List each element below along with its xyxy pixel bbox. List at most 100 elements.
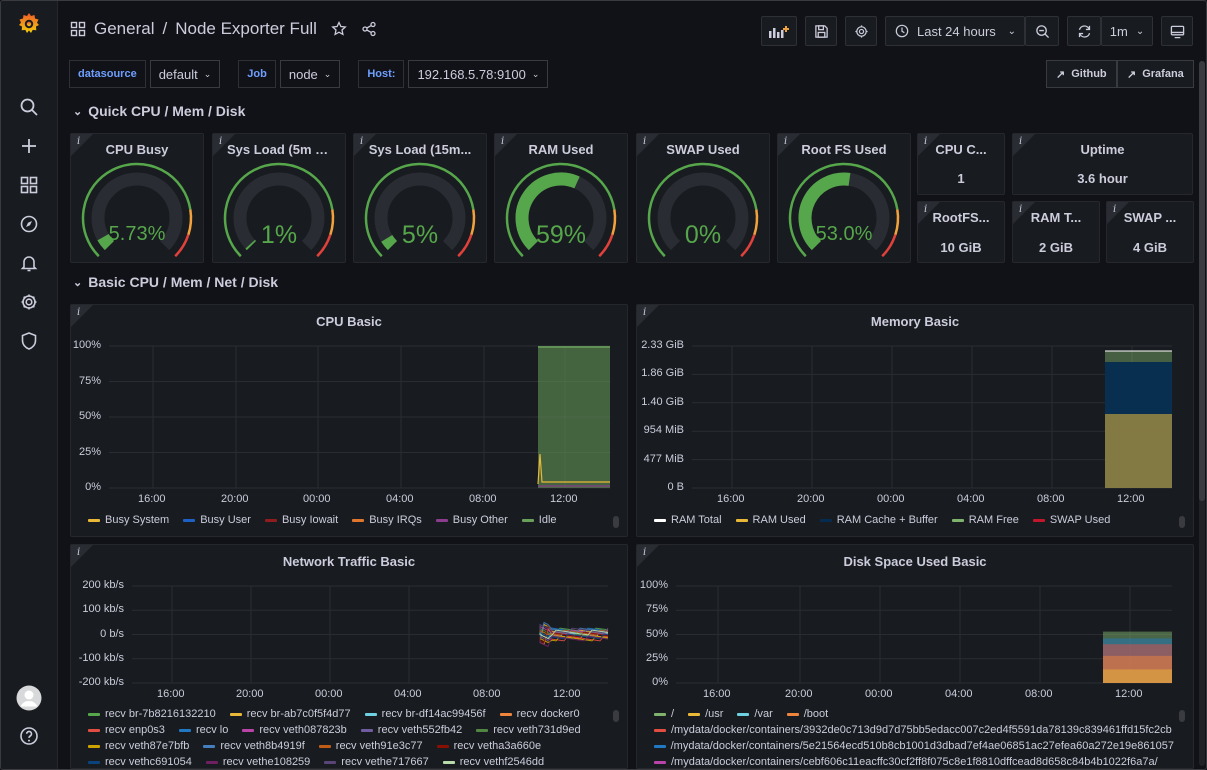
info-icon[interactable]: i (495, 134, 517, 156)
legend-item[interactable]: Busy Other (435, 514, 508, 526)
legend-item[interactable]: recv veth087823b (242, 724, 347, 736)
legend-item[interactable]: Busy Iowait (264, 514, 338, 526)
legend-item[interactable]: RAM Used (735, 514, 806, 526)
explore-compass-icon[interactable] (17, 212, 41, 236)
legend-item[interactable]: /mydata/docker/containers/cebf606c11eacf… (654, 756, 1174, 768)
legend-item[interactable]: Idle (521, 514, 557, 526)
graph-panel-network-traffic-basic[interactable]: i Network Traffic Basic 200 kb/s 100 kb/s 0 … (70, 544, 628, 769)
info-icon[interactable]: i (71, 545, 93, 567)
legend-item[interactable]: recv br-ab7c0f5f4d77 (229, 708, 351, 720)
legend-item[interactable]: / (654, 708, 674, 720)
refresh-interval-picker[interactable]: 1m ⌄ (1101, 16, 1153, 46)
legend-item[interactable]: SWAP Used (1032, 514, 1110, 526)
legend-scrollbar[interactable] (1179, 710, 1185, 722)
info-icon[interactable]: i (637, 545, 659, 567)
info-icon[interactable]: i (1013, 134, 1035, 156)
gauge-panel-2[interactable]: i Sys Load (5m a... 1% (212, 133, 346, 263)
user-avatar[interactable] (16, 685, 42, 711)
add-panel-button[interactable] (761, 16, 797, 46)
legend-item[interactable]: recv vethf2546dd (442, 756, 544, 768)
legend-item[interactable]: /boot (786, 708, 828, 720)
info-icon[interactable]: i (1107, 202, 1129, 224)
info-icon[interactable]: i (1013, 202, 1035, 224)
legend-item[interactable]: /mydata/docker/containers/3932de0c713d9d… (654, 724, 1174, 736)
row-quick-cpu-mem-disk[interactable]: ⌄ Quick CPU / Mem / Disk (73, 103, 245, 119)
info-icon[interactable]: i (637, 134, 659, 156)
gauge-panel-5[interactable]: i SWAP Used 0% (636, 133, 770, 263)
row-basic-cpu-mem-net-disk[interactable]: ⌄ Basic CPU / Mem / Net / Disk (73, 274, 278, 290)
dashboard-settings-gear-icon[interactable] (845, 16, 877, 46)
info-icon[interactable]: i (71, 134, 93, 156)
graph-panel-disk-space-used-basic[interactable]: i Disk Space Used Basic 100% 75% 50% 25% 0% 16:… (636, 544, 1194, 769)
graph-panel-cpu-basic[interactable]: i CPU Basic 100% 75% 50% 25% 0% 16:00 20:00 00:00… (70, 304, 628, 537)
stat-panel-swap-total[interactable]: i SWAP ... 4 GiB (1106, 201, 1194, 263)
legend-item[interactable]: recv veth87e7bfb (88, 740, 189, 752)
legend-scrollbar[interactable] (613, 710, 619, 722)
grafana-link[interactable]: ↗ Grafana (1117, 60, 1194, 88)
page-scrollbar-thumb[interactable] (1199, 61, 1205, 501)
grafana-logo-icon[interactable] (16, 11, 42, 37)
legend-item[interactable]: recv veth552fb42 (360, 724, 462, 736)
legend-item[interactable]: RAM Total (654, 514, 722, 526)
create-plus-icon[interactable] (17, 134, 41, 158)
github-link[interactable]: ↗ Github (1046, 60, 1117, 88)
stat-panel-cpu-cores[interactable]: i CPU C... 1 (917, 133, 1005, 195)
info-icon[interactable]: i (778, 134, 800, 156)
info-icon[interactable]: i (918, 202, 940, 224)
legend-item[interactable]: recv vetha3a660e (436, 740, 541, 752)
info-icon[interactable]: i (918, 134, 940, 156)
variable-select-host[interactable]: 192.168.5.78:9100 ⌄ (408, 60, 549, 88)
search-icon[interactable] (17, 95, 41, 119)
configuration-gear-icon[interactable] (17, 290, 41, 314)
server-admin-shield-icon[interactable] (17, 329, 41, 353)
graph-panel-memory-basic[interactable]: i Memory Basic 2.33 GiB 1.86 GiB 1.40 GiB 954… (636, 304, 1194, 537)
dashboards-grid-icon[interactable] (17, 173, 41, 197)
refresh-icon[interactable] (1067, 16, 1101, 46)
legend-item[interactable]: recv vethe108259 (205, 756, 310, 768)
info-icon[interactable]: i (637, 305, 659, 327)
dashboard-title[interactable]: Node Exporter Full (175, 19, 317, 38)
legend-item[interactable]: recv br-df14ac99456f (364, 708, 486, 720)
legend-item[interactable]: Busy User (183, 514, 251, 526)
tv-mode-monitor-icon[interactable] (1161, 16, 1193, 46)
help-icon[interactable] (17, 724, 41, 748)
legend-item[interactable]: Busy IRQs (352, 514, 422, 526)
variable-select-job[interactable]: node ⌄ (279, 60, 341, 88)
info-icon[interactable]: i (354, 134, 376, 156)
legend-item[interactable]: recv veth91e3c77 (318, 740, 423, 752)
gauge-panel-6[interactable]: i Root FS Used 53.0% (777, 133, 911, 263)
gauge-panel-3[interactable]: i Sys Load (15m... 5% (353, 133, 487, 263)
legend-scrollbar[interactable] (613, 516, 619, 528)
legend-item[interactable]: /var (737, 708, 773, 720)
zoom-out-icon[interactable] (1025, 16, 1059, 46)
gauge-panel-4[interactable]: i RAM Used 59% (494, 133, 628, 263)
legend-item[interactable]: /mydata/docker/containers/5e21564ecd510b… (654, 740, 1174, 752)
legend-item[interactable]: RAM Free (951, 514, 1019, 526)
time-range-picker[interactable]: Last 24 hours ⌄ (885, 16, 1025, 46)
stat-panel-ram-total[interactable]: i RAM T... 2 GiB (1012, 201, 1100, 263)
star-icon[interactable] (331, 21, 347, 37)
legend-item[interactable]: recv vethc691054 (88, 756, 192, 768)
info-icon[interactable]: i (71, 305, 93, 327)
share-icon[interactable] (361, 21, 377, 37)
legend-item[interactable]: RAM Cache + Buffer (819, 514, 938, 526)
legend-item[interactable]: recv docker0 (499, 708, 580, 720)
legend-scrollbar[interactable] (1179, 516, 1185, 528)
stat-panel-rootfs-total[interactable]: i RootFS... 10 GiB (917, 201, 1005, 263)
info-icon[interactable]: i (213, 134, 235, 156)
legend-item[interactable]: recv veth731d9ed (476, 724, 581, 736)
breadcrumb-folder[interactable]: General (94, 19, 155, 38)
alerting-bell-icon[interactable] (17, 251, 41, 275)
stat-panel-uptime[interactable]: i Uptime 3.6 hour (1012, 133, 1193, 195)
legend-item[interactable]: /usr (688, 708, 723, 720)
legend-label: / (671, 708, 675, 720)
legend-item[interactable]: recv vethe717667 (324, 756, 429, 768)
gauge-panel-1[interactable]: i CPU Busy 5.73% (70, 133, 204, 263)
save-dashboard-icon[interactable] (805, 16, 837, 46)
legend-item[interactable]: recv veth8b4919f (203, 740, 305, 752)
legend-item[interactable]: Busy System (88, 514, 169, 526)
variable-select-datasource[interactable]: default ⌄ (149, 60, 221, 88)
legend-item[interactable]: recv enp0s3 (88, 724, 165, 736)
legend-item[interactable]: recv br-7b8216132210 (88, 708, 216, 720)
legend-item[interactable]: recv lo (178, 724, 228, 736)
